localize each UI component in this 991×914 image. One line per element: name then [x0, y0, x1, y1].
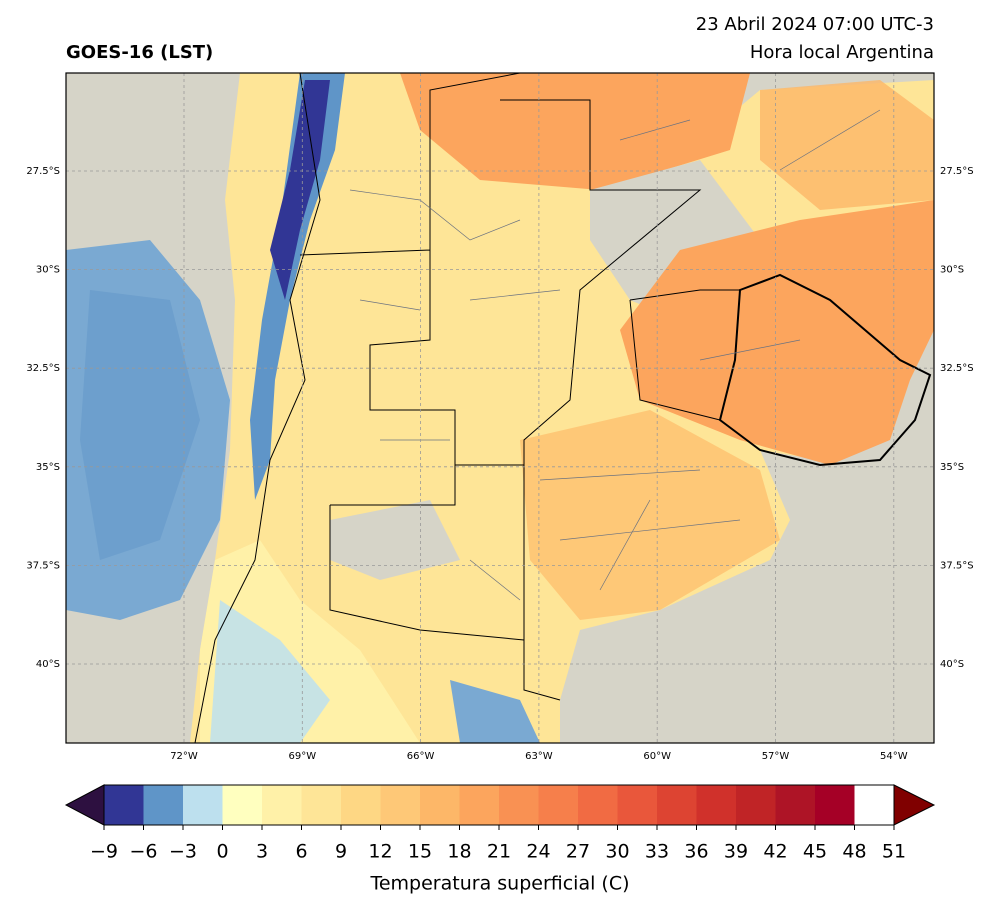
colorbar-tick-label: 51 [882, 841, 906, 863]
lat-label: 27.5°S [940, 166, 974, 177]
lon-label: 57°W [762, 751, 790, 762]
colorbar-tick-label: 21 [487, 841, 511, 863]
colorbar-tick-label: 24 [526, 841, 550, 863]
lon-label: 63°W [525, 751, 553, 762]
colorbar-label: Temperatura superficial (C) [369, 873, 629, 895]
colorbar-tick-label: −9 [90, 841, 118, 863]
lon-label: 69°W [288, 751, 316, 762]
subtitle: Hora local Argentina [750, 42, 934, 63]
colorbar-bin [341, 785, 381, 825]
colorbar-bin [578, 785, 618, 825]
colorbar-bin [183, 785, 223, 825]
colorbar-bin [499, 785, 539, 825]
colorbar-tick-label: 42 [763, 841, 787, 863]
andes-very-cold [270, 80, 330, 300]
colorbar-bin [775, 785, 815, 825]
colorbar-bin [736, 785, 776, 825]
lat-label: 27.5°S [26, 166, 60, 177]
colorbar-tick-label: 18 [447, 841, 471, 863]
colorbar-bin [222, 785, 262, 825]
department-lines [349, 109, 881, 601]
ocean-cold [80, 290, 200, 560]
cloud-area [330, 500, 460, 580]
title: GOES-16 (LST) [66, 42, 213, 63]
lat-label: 35°S [940, 462, 964, 473]
colorbar-tick-label: 3 [256, 841, 268, 863]
colorbar-bin [538, 785, 578, 825]
uruguay-border [718, 273, 932, 467]
lat-label: 37.5°S [26, 560, 60, 571]
andes-cold [250, 73, 345, 500]
lat-label: 30°S [940, 265, 964, 276]
colorbar-tick-label: 39 [724, 841, 748, 863]
colorbar-bin [301, 785, 341, 825]
lat-label: 32.5°S [26, 363, 60, 374]
colorbar-bin [815, 785, 855, 825]
colorbar-bin [696, 785, 736, 825]
ocean-cold [450, 680, 540, 743]
colorbar-bin [420, 785, 460, 825]
colorbar-bin [657, 785, 697, 825]
border [194, 73, 321, 743]
lat-label: 30°S [36, 265, 60, 276]
lon-label: 72°W [170, 751, 198, 762]
border [299, 73, 740, 641]
map: 27.5°S 27.5°S 30°S 30°S 32.5°S 32.5°S 35°S 35°S… [26, 72, 974, 762]
colorbar-tick-label: 45 [803, 841, 827, 863]
lon-label: 54°W [880, 751, 908, 762]
warm-area [760, 80, 934, 210]
lat-label: 40°S [36, 659, 60, 670]
colorbar-under [64, 784, 105, 826]
colorbar-tick-label: −6 [129, 841, 157, 863]
warm-area [400, 73, 750, 190]
colorbar-bin [380, 785, 420, 825]
lat-label: 32.5°S [940, 363, 974, 374]
colorbar-tick-label: 36 [684, 841, 708, 863]
colorbar-tick-label: 33 [645, 841, 669, 863]
lat-label: 40°S [940, 659, 964, 670]
colorbar-tick-label: 12 [368, 841, 392, 863]
lat-label: 37.5°S [940, 560, 974, 571]
colorbar-tick-label: 6 [295, 841, 307, 863]
colorbar-bin [104, 785, 144, 825]
date: 23 Abril 2024 07:00 UTC-3 [696, 14, 934, 35]
lon-label: 66°W [407, 751, 435, 762]
colorbar-tick-label: 9 [335, 841, 347, 863]
colorbar-tick-label: 0 [216, 841, 228, 863]
land-cold [210, 600, 330, 743]
colorbar-bin [262, 785, 302, 825]
warm-area [520, 410, 780, 620]
colorbar-tick-label: −3 [169, 841, 197, 863]
colorbar-tick-label: 15 [408, 841, 432, 863]
colorbar-bin [617, 785, 657, 825]
lon-label: 60°W [643, 751, 671, 762]
lat-label: 35°S [36, 462, 60, 473]
colorbar-tick-label: 27 [566, 841, 590, 863]
colorbar-bin [459, 785, 499, 825]
colorbar-bin [143, 785, 183, 825]
border [500, 99, 702, 701]
map-frame [65, 72, 935, 744]
colorbar-over [893, 784, 936, 826]
colorbar-tick-label: 30 [605, 841, 629, 863]
warm-area [620, 200, 934, 465]
colorbar-tick-label: 48 [842, 841, 866, 863]
